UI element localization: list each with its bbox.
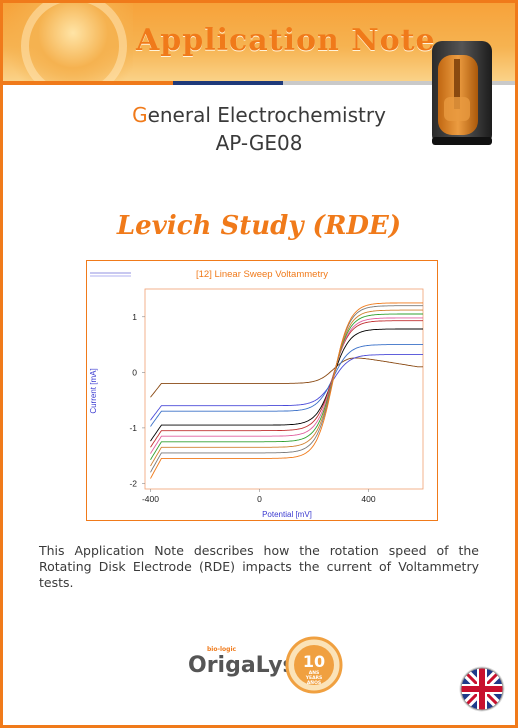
x-tick-label: 0	[257, 494, 262, 504]
banner-ring-decoration	[21, 3, 127, 83]
data-series-line	[150, 344, 423, 427]
badge-line1: ANS	[309, 670, 320, 676]
data-series-line	[150, 309, 423, 467]
banner-stripe	[283, 81, 515, 85]
data-series-line	[150, 320, 423, 448]
chart: [12] Linear Sweep Voltammetry Potential […	[86, 260, 438, 521]
anniversary-badge-icon: 10 ANS YEARS AÑOS	[285, 636, 343, 694]
logo-text: OrigaLys	[188, 653, 296, 678]
data-series-line	[150, 357, 423, 398]
origalys-logo: bio-logic OrigaLys	[188, 646, 296, 678]
uk-flag-icon[interactable]	[459, 666, 505, 712]
main-title: Levich Study (RDE)	[116, 211, 402, 241]
header-banner: Application Note	[3, 3, 515, 83]
data-series-line	[150, 305, 423, 473]
y-tick-label: -1	[129, 423, 137, 433]
data-series-line	[150, 317, 423, 454]
y-tick-label: -2	[129, 478, 137, 488]
badge-line3: AÑOS	[307, 679, 321, 686]
y-axis-label: Current [mA]	[89, 368, 98, 413]
x-tick-label: 400	[361, 494, 375, 504]
badge-number: 10	[303, 652, 325, 671]
data-series-line	[150, 302, 423, 479]
data-series-line	[150, 328, 423, 442]
chart-title: [12] Linear Sweep Voltammetry	[196, 269, 328, 280]
description: This Application Note describes how the …	[39, 543, 479, 590]
data-series-line	[150, 354, 423, 421]
x-tick-label: -400	[142, 494, 159, 504]
y-tick-label: 1	[132, 312, 137, 322]
y-tick-label: 0	[132, 367, 137, 377]
data-series-line	[150, 313, 423, 461]
banner-stripe	[173, 81, 283, 85]
logo-prefix: bio-logic	[207, 646, 237, 653]
subtitle: General Electrochemistry	[3, 103, 515, 127]
banner-title: Application Note	[136, 23, 436, 58]
plot-area	[144, 288, 424, 490]
badge-line2: YEARS	[305, 675, 323, 681]
x-axis-label: Potential [mV]	[262, 510, 312, 519]
banner-stripe	[3, 81, 173, 85]
subtitle-initial: G	[132, 103, 148, 127]
rotating-electrode-device	[432, 41, 492, 145]
document-code: AP-GE08	[215, 131, 303, 155]
subtitle-text: eneral Electrochemistry	[147, 103, 386, 127]
